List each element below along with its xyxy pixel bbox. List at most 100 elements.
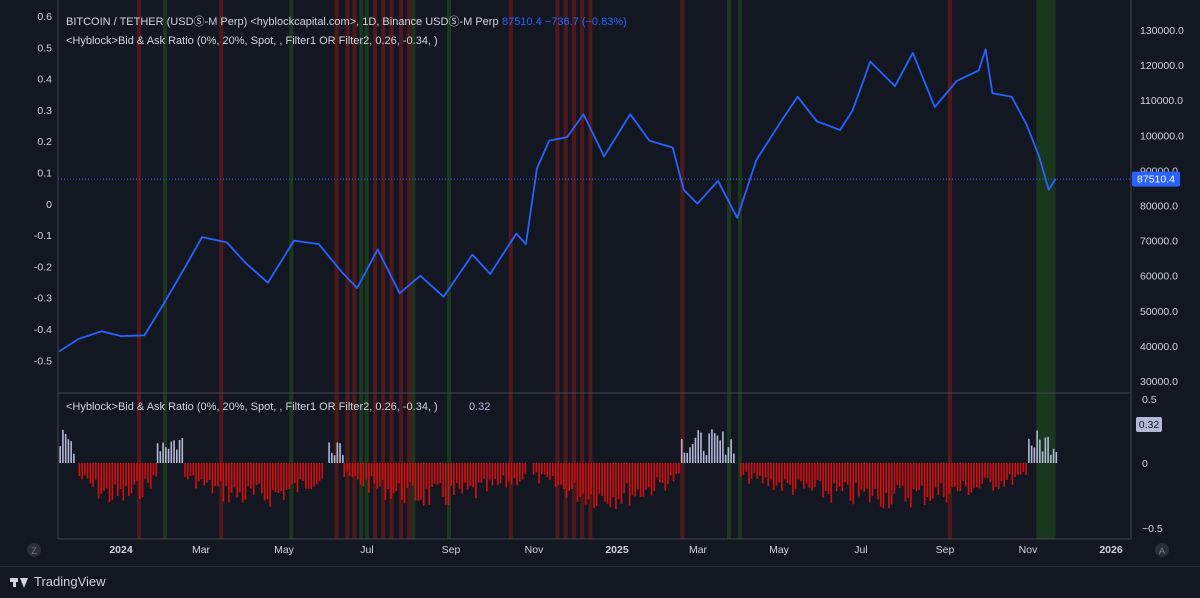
neg-bar	[855, 463, 857, 483]
neg-bar	[841, 463, 844, 492]
neg-bar	[595, 463, 598, 507]
neg-bar	[521, 463, 524, 480]
neg-bar	[348, 463, 351, 476]
time-axis-label: Sep	[936, 544, 955, 556]
neg-bar	[239, 463, 241, 493]
neg-bar	[130, 463, 133, 494]
red-signal-band	[352, 0, 357, 539]
pos-bar	[702, 450, 705, 463]
neg-bar	[937, 463, 940, 495]
neg-bar	[573, 463, 576, 483]
neg-bar	[767, 463, 769, 486]
pos-bar	[683, 452, 686, 463]
neg-bar	[491, 463, 494, 486]
neg-bar	[321, 463, 324, 479]
price-point	[536, 168, 538, 170]
neg-bar	[346, 463, 348, 472]
neg-bar	[497, 463, 499, 486]
neg-bar	[368, 463, 370, 493]
pos-bar	[1044, 437, 1047, 463]
neg-bar	[934, 463, 937, 488]
neg-bar	[940, 463, 942, 484]
price-point	[629, 113, 631, 115]
neg-bar	[136, 463, 138, 481]
neg-bar	[272, 463, 274, 490]
pos-bar	[708, 433, 710, 463]
price-point	[582, 113, 585, 115]
neg-bar	[995, 463, 997, 488]
neg-bar	[197, 463, 200, 482]
auto-scale-button[interactable]: A	[1155, 543, 1169, 557]
neg-bar	[800, 463, 802, 482]
right-axis-ticks: 130000.0120000.0110000.0100000.090000.08…	[1140, 25, 1184, 388]
neg-bar	[92, 463, 94, 487]
neg-bar	[579, 463, 582, 497]
pos-bar	[162, 442, 164, 463]
neg-bar	[122, 463, 125, 501]
pos-bar	[1033, 447, 1036, 463]
neg-bar	[398, 463, 400, 484]
neg-bar	[882, 463, 885, 509]
pos-bar	[336, 442, 339, 463]
neg-bar	[612, 463, 614, 498]
neg-bar	[593, 463, 595, 508]
neg-bar	[945, 463, 948, 503]
neg-bar	[409, 463, 411, 483]
price-point	[399, 292, 401, 294]
neg-bar	[606, 463, 609, 504]
neg-bar	[857, 463, 860, 497]
pos-bar	[689, 447, 691, 463]
neg-bar	[609, 463, 612, 508]
neg-bar	[669, 463, 672, 476]
neg-bar	[874, 463, 877, 489]
right-tick-label: 100000.0	[1140, 130, 1184, 142]
neg-bar	[907, 463, 909, 498]
neg-bar	[970, 463, 973, 493]
neg-bar	[549, 463, 551, 480]
neg-bar	[678, 463, 680, 474]
neg-bar	[978, 463, 981, 489]
price-point	[736, 217, 738, 219]
right-tick-label: 80000.0	[1140, 201, 1178, 213]
neg-bar	[805, 463, 808, 484]
neg-bar	[992, 463, 995, 491]
left-tick-label: -0.1	[34, 230, 52, 242]
red-signal-band	[563, 0, 568, 539]
signal-bands	[58, 0, 1131, 539]
neg-bar	[827, 463, 830, 494]
neg-bar	[283, 463, 285, 500]
neg-bar	[601, 463, 603, 496]
neg-bar	[860, 463, 863, 490]
neg-bar	[208, 463, 211, 481]
price-point	[796, 96, 799, 98]
neg-bar	[304, 463, 307, 489]
left-tick-label: -0.5	[34, 355, 52, 367]
tradingview-logo[interactable]: TradingView	[10, 574, 106, 589]
pos-bar	[170, 441, 173, 463]
brand-label: TradingView	[34, 574, 106, 589]
neg-bar	[81, 463, 83, 480]
neg-bar	[844, 463, 846, 483]
neg-bar	[565, 463, 568, 498]
left-tick-label: 0	[46, 199, 52, 211]
log-scale-button[interactable]: Z	[27, 543, 41, 557]
neg-bar	[483, 463, 485, 479]
neg-bar	[444, 463, 447, 505]
neg-bar	[469, 463, 472, 487]
neg-bar	[753, 463, 756, 474]
neg-bar	[103, 463, 105, 491]
neg-bar	[634, 463, 636, 497]
neg-bar	[357, 463, 359, 480]
time-axis-label: May	[769, 544, 790, 556]
price-point	[839, 129, 841, 131]
neg-bar	[598, 463, 601, 494]
chart-svg[interactable]: 0.60.50.40.30.20.10-0.1-0.2-0.3-0.4-0.5 …	[0, 0, 1200, 566]
left-tick-label: 0.5	[37, 42, 52, 54]
neg-bar	[472, 463, 474, 488]
price-point	[377, 248, 379, 250]
neg-bar	[811, 463, 813, 491]
neg-bar	[502, 463, 505, 476]
neg-bar	[78, 463, 81, 477]
right-tick-label: 30000.0	[1140, 376, 1178, 388]
